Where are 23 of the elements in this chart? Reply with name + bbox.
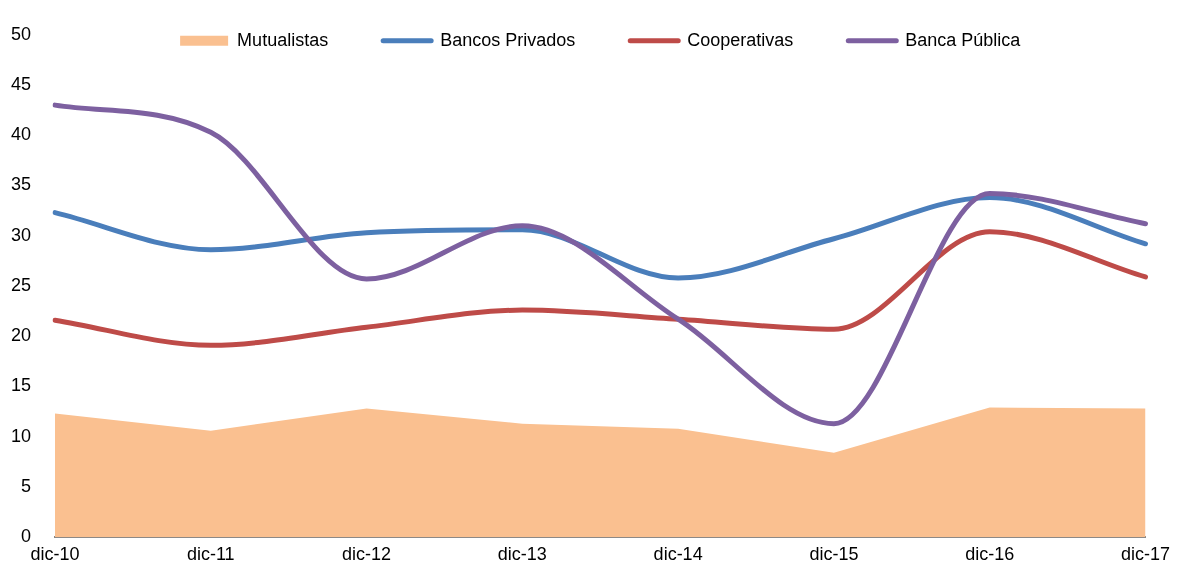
- y-tick-label: 40: [10, 124, 31, 145]
- x-tick-label: dic-13: [497, 543, 547, 564]
- y-tick-label: 0: [20, 526, 31, 547]
- y-tick-label: 50: [10, 23, 31, 44]
- y-tick-label: 5: [20, 475, 31, 496]
- x-tick-label: dic-12: [342, 543, 392, 564]
- y-tick-label: 25: [10, 274, 31, 295]
- y-tick-label: 30: [10, 224, 31, 245]
- y-tick-label: 35: [10, 174, 31, 195]
- x-tick-label: dic-11: [186, 543, 235, 564]
- legend-label: Banca Pública: [905, 29, 1022, 50]
- x-tick-label: dic-10: [30, 543, 80, 564]
- y-tick-label: 45: [10, 74, 31, 95]
- y-tick-label: 20: [10, 325, 31, 346]
- x-tick-label: dic-16: [965, 543, 1015, 564]
- x-tick-label: dic-17: [1120, 543, 1170, 564]
- legend-label: Bancos Privados: [440, 29, 576, 50]
- y-tick-label: 10: [10, 425, 31, 446]
- legend-label: Mutualistas: [237, 29, 329, 50]
- x-tick-label: dic-14: [653, 543, 703, 564]
- legend-label: Cooperativas: [687, 29, 794, 50]
- y-tick-label: 15: [10, 375, 31, 396]
- x-tick-label: dic-15: [809, 543, 859, 564]
